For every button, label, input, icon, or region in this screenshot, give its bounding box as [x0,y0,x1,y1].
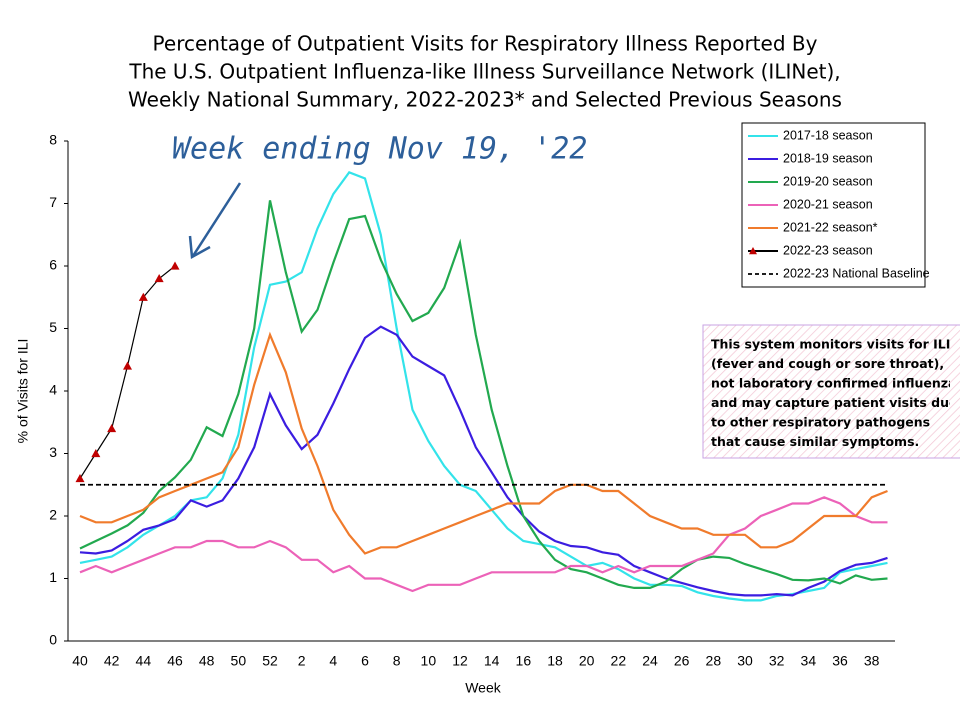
y-tick-label: 6 [49,257,57,273]
x-tick-label: 4 [329,653,337,669]
x-tick-label: 28 [706,653,722,669]
x-tick-label: 8 [393,653,401,669]
x-tick-label: 10 [421,653,437,669]
marker [170,261,180,270]
series-line [79,496,888,593]
x-tick-label: 12 [452,653,468,669]
x-tick-label: 6 [361,653,369,669]
y-tick-label: 3 [49,444,57,460]
x-tick-label: 22 [611,653,627,669]
x-tick-label: 32 [769,653,785,669]
x-tick-label: 34 [801,653,817,669]
x-tick-label: 46 [167,653,183,669]
series-line [79,265,176,479]
note-line: (fever and cough or sore throat), [711,356,944,371]
x-axis-title: Week [465,680,502,696]
x-tick-label: 38 [864,653,880,669]
y-tick-label: 5 [49,319,57,335]
legend-label: 2022-23 season [783,243,873,257]
x-tick-label: 24 [642,653,658,669]
note-line: not laboratory confirmed influenza [711,376,956,391]
note-line: to other respiratory pathogens [711,415,930,430]
legend-marker [749,247,757,255]
series-line [79,170,888,602]
legend-label: 2018-19 season [783,151,873,165]
y-tick-label: 4 [49,382,57,398]
chart-title: Percentage of Outpatient Visits for Resp… [153,32,818,56]
y-tick-label: 1 [49,569,57,585]
chart-title: The U.S. Outpatient Influenza-like Illne… [128,60,840,84]
legend-label: 2017-18 season [783,128,873,142]
legend-label: 2020-21 season [783,197,873,211]
marker [107,424,117,433]
x-tick-label: 40 [72,653,88,669]
series-line [79,325,888,597]
x-tick-label: 18 [547,653,563,669]
x-tick-label: 48 [199,653,215,669]
annotation-arrow [188,182,242,260]
legend-label: 2019-20 season [783,174,873,188]
marker [75,474,85,483]
marker [91,449,101,458]
x-tick-label: 2 [298,653,306,669]
x-tick-label: 14 [484,653,500,669]
note-line: and may capture patient visits due [711,395,957,410]
annotation: Week ending Nov 19, '22 [172,132,587,167]
y-tick-label: 2 [49,507,57,523]
x-tick-label: 50 [231,653,247,669]
marker [154,274,164,283]
y-tick-label: 8 [49,132,57,148]
chart-title: Weekly National Summary, 2022-2023* and … [128,88,842,112]
marker [123,361,132,370]
x-tick-label: 16 [516,653,532,669]
y-tick-label: 0 [49,632,57,648]
legend-label: 2021-22 season* [783,220,878,234]
note-box [702,324,960,459]
note-line: This system monitors visits for ILI [711,337,950,352]
series-line [79,331,888,555]
x-tick-label: 20 [579,653,595,669]
x-tick-label: 52 [262,653,278,669]
y-tick-label: 7 [49,194,57,210]
legend-label: 2022-23 National Baseline [783,266,930,280]
note-line: that cause similar symptoms. [711,434,919,449]
marker [138,292,148,301]
note: This system monitors visits for ILI (feve… [711,337,957,450]
x-tick-label: 30 [737,653,753,669]
series-line [79,200,888,589]
x-tick-label: 36 [832,653,848,669]
x-tick-label: 42 [104,653,120,669]
x-tick-label: 26 [674,653,690,669]
x-tick-label: 44 [136,653,152,669]
y-axis-title: % of Visits for ILI [15,339,31,444]
